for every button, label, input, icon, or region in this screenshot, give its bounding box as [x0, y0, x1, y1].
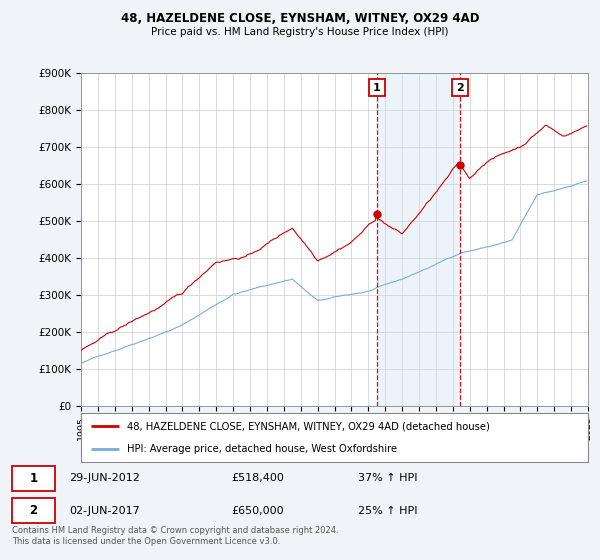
FancyBboxPatch shape — [12, 466, 55, 491]
Text: Contains HM Land Registry data © Crown copyright and database right 2024.
This d: Contains HM Land Registry data © Crown c… — [12, 526, 338, 546]
Text: 37% ↑ HPI: 37% ↑ HPI — [358, 473, 417, 483]
Text: 1: 1 — [29, 472, 38, 485]
Text: Price paid vs. HM Land Registry's House Price Index (HPI): Price paid vs. HM Land Registry's House … — [151, 27, 449, 37]
Text: 25% ↑ HPI: 25% ↑ HPI — [358, 506, 417, 516]
Text: £650,000: £650,000 — [231, 506, 284, 516]
FancyBboxPatch shape — [12, 498, 55, 523]
Text: 29-JUN-2012: 29-JUN-2012 — [70, 473, 140, 483]
Text: 48, HAZELDENE CLOSE, EYNSHAM, WITNEY, OX29 4AD (detached house): 48, HAZELDENE CLOSE, EYNSHAM, WITNEY, OX… — [127, 421, 490, 431]
Text: 2: 2 — [29, 504, 38, 517]
Text: 02-JUN-2017: 02-JUN-2017 — [70, 506, 140, 516]
Text: 48, HAZELDENE CLOSE, EYNSHAM, WITNEY, OX29 4AD: 48, HAZELDENE CLOSE, EYNSHAM, WITNEY, OX… — [121, 12, 479, 25]
Text: HPI: Average price, detached house, West Oxfordshire: HPI: Average price, detached house, West… — [127, 444, 397, 454]
Text: 1: 1 — [373, 83, 380, 92]
Text: 2: 2 — [456, 83, 464, 92]
Text: £518,400: £518,400 — [231, 473, 284, 483]
Bar — [377, 73, 460, 406]
